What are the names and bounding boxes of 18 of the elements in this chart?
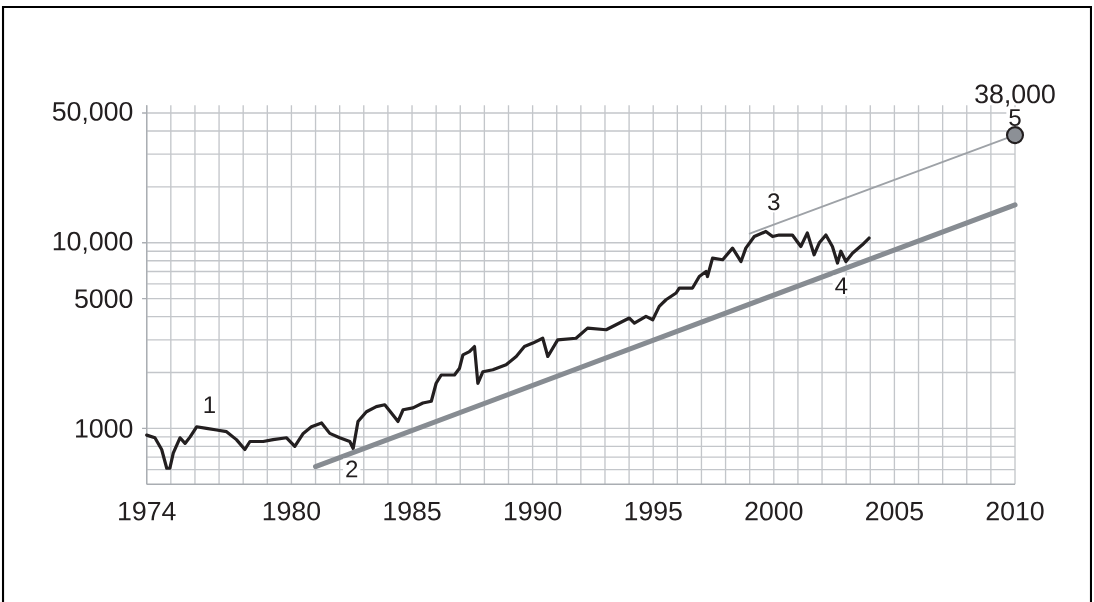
data-label: 38,000 [975, 84, 1055, 107]
x-tick-label: 1974 [119, 501, 176, 521]
y-tick-label: 5000 [75, 289, 133, 309]
y-tick-label: 10,000 [53, 231, 133, 254]
x-tick-label: 1995 [625, 501, 682, 521]
y-tick-label: 50,000 [52, 101, 133, 124]
annotation: 3 [768, 193, 780, 211]
x-tick-label: 1980 [263, 501, 321, 521]
x-tick-label: 2000 [745, 501, 803, 521]
x-tick-label: 1985 [384, 501, 441, 521]
annotation: 1 [204, 396, 215, 414]
annotation: 4 [835, 277, 848, 295]
annotation: 5 [1009, 109, 1021, 126]
annotation: 2 [346, 460, 358, 478]
x-tick-label: 1990 [504, 501, 562, 521]
x-tick-label: 2005 [866, 501, 923, 521]
y-tick-label: 1000 [76, 418, 133, 438]
x-tick-label: 2010 [986, 501, 1044, 521]
